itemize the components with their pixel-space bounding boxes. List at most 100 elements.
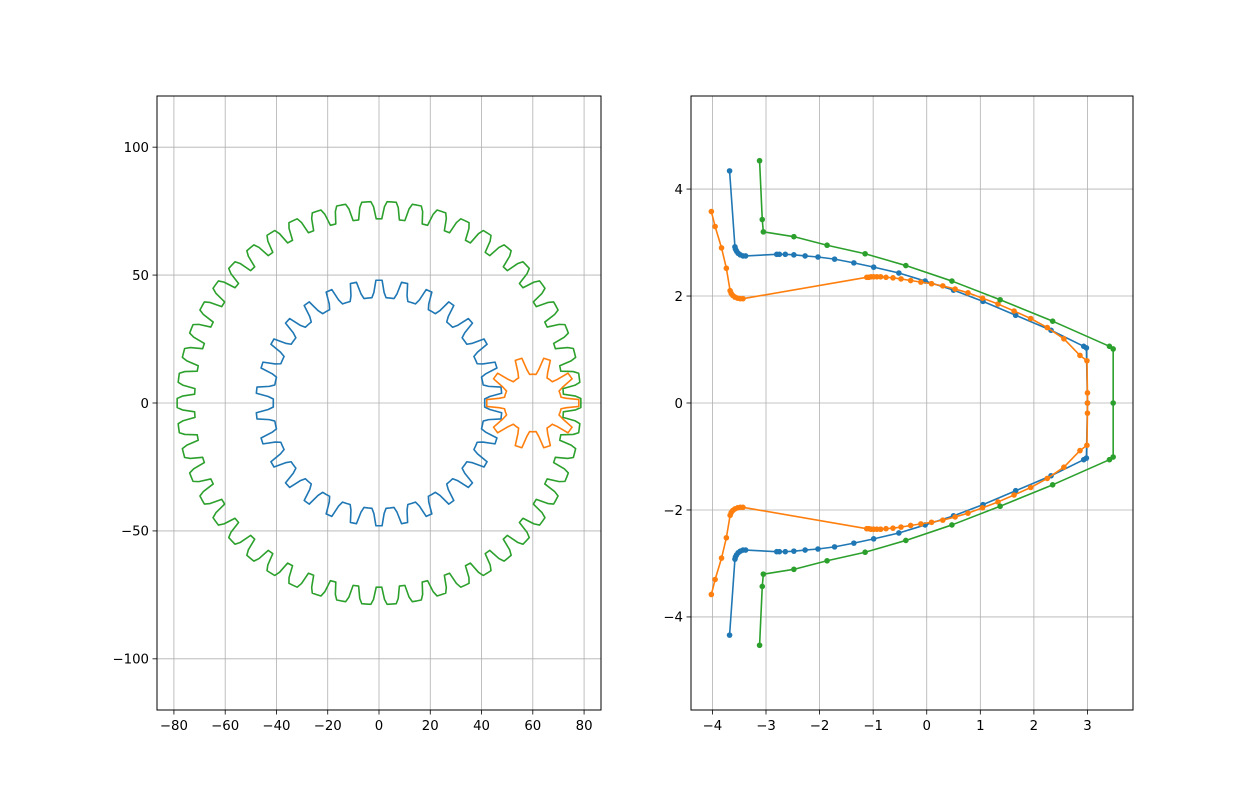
data-point-marker <box>883 525 889 532</box>
data-point-marker <box>1012 312 1019 319</box>
data-point-marker <box>940 517 946 523</box>
data-point-marker <box>877 273 884 280</box>
data-point-marker <box>940 283 946 289</box>
x-tick-label: 40 <box>473 719 490 734</box>
x-tick-label: −2 <box>810 719 830 734</box>
y-tick-label: −4 <box>663 611 683 626</box>
data-point-marker <box>760 229 767 235</box>
data-point-marker <box>1080 456 1087 463</box>
data-point-marker <box>824 242 830 249</box>
data-point-marker <box>1061 464 1067 470</box>
data-point-marker <box>1027 315 1034 322</box>
data-point-marker <box>791 233 797 240</box>
data-point-marker <box>851 540 857 546</box>
y-tick-label: −2 <box>663 504 683 519</box>
data-point-marker <box>782 548 789 555</box>
data-point-marker <box>890 525 896 531</box>
data-point-marker <box>726 632 733 638</box>
data-point-marker <box>831 256 838 262</box>
data-point-marker <box>802 253 808 259</box>
data-point-marker <box>862 549 868 556</box>
tooth-profile-axes: −4 −3 −2 −1 0 1 2 3 −4 −2 0 2 4 <box>663 95 1134 734</box>
data-point-marker <box>1084 357 1090 364</box>
y-tick-label: −50 <box>121 525 149 540</box>
data-point-marker <box>1084 442 1090 449</box>
data-point-marker <box>995 499 1001 505</box>
y-tick-label: 2 <box>675 290 683 305</box>
x-tick-label: −80 <box>160 719 188 734</box>
data-point-marker <box>1011 492 1017 498</box>
planet-gear-outline <box>485 357 580 449</box>
data-point-marker <box>949 522 955 528</box>
data-point-marker <box>1077 352 1083 359</box>
data-point-marker <box>1106 456 1113 463</box>
data-point-marker <box>1012 487 1019 494</box>
y-tick-label: −100 <box>112 653 149 668</box>
data-point-marker <box>759 583 766 590</box>
data-point-marker <box>802 547 808 553</box>
data-point-marker <box>995 301 1001 307</box>
data-point-marker <box>760 571 767 577</box>
green-tooth-profile-series <box>756 157 1116 649</box>
x-tick-label: 0 <box>375 719 383 734</box>
data-point-marker <box>1083 345 1090 351</box>
data-point-marker <box>1110 346 1116 352</box>
data-point-marker <box>712 576 718 583</box>
y-tick-label: 0 <box>141 397 149 412</box>
y-tick-label: 100 <box>124 141 149 156</box>
data-point-marker <box>863 525 870 532</box>
y-tick-label: 4 <box>675 183 683 198</box>
data-point-marker <box>952 514 958 520</box>
data-point-marker <box>907 277 914 284</box>
data-point-marker <box>791 548 797 554</box>
data-point-marker <box>979 295 986 301</box>
data-point-marker <box>907 522 914 529</box>
data-point-marker <box>896 270 902 276</box>
y-tick-label: 0 <box>675 397 683 412</box>
data-point-marker <box>723 265 730 272</box>
data-point-marker <box>965 510 971 516</box>
plot-area <box>708 157 1116 649</box>
x-tick-label: −40 <box>262 719 290 734</box>
data-point-marker <box>782 251 789 258</box>
data-point-marker <box>1084 390 1091 396</box>
data-point-marker <box>928 519 935 526</box>
data-point-marker <box>896 530 902 536</box>
data-point-marker <box>776 251 783 258</box>
data-point-marker <box>1084 410 1091 416</box>
data-point-marker <box>965 290 971 296</box>
data-point-marker <box>708 591 715 598</box>
data-point-marker <box>952 286 958 292</box>
data-point-marker <box>1049 482 1056 488</box>
data-point-marker <box>979 505 986 511</box>
data-point-marker <box>928 280 935 287</box>
x-tick-label: 80 <box>576 719 593 734</box>
data-point-marker <box>1011 308 1017 314</box>
sun-gear-outline <box>255 279 503 527</box>
data-point-marker <box>890 275 896 281</box>
data-point-marker <box>898 276 904 282</box>
data-point-marker <box>723 534 730 541</box>
data-point-marker <box>903 537 909 544</box>
orange-tooth-profile-series <box>708 208 1091 598</box>
data-point-marker <box>1084 400 1091 406</box>
data-point-marker <box>773 548 780 555</box>
data-point-marker <box>824 557 830 564</box>
data-point-marker <box>727 512 733 519</box>
x-tick-label: −3 <box>756 719 776 734</box>
data-point-marker <box>1044 475 1051 482</box>
data-point-marker <box>851 260 857 266</box>
data-point-marker <box>1061 336 1067 342</box>
data-point-marker <box>997 296 1003 303</box>
data-point-marker <box>791 252 797 258</box>
y-tick-label: 50 <box>132 269 149 284</box>
x-tick-label: −60 <box>211 719 239 734</box>
data-point-marker <box>831 544 838 550</box>
data-point-marker <box>918 521 924 527</box>
plot-area <box>176 200 582 606</box>
data-point-marker <box>870 264 877 270</box>
data-point-marker <box>903 262 909 269</box>
data-point-marker <box>1077 447 1083 454</box>
data-point-marker <box>862 250 868 257</box>
